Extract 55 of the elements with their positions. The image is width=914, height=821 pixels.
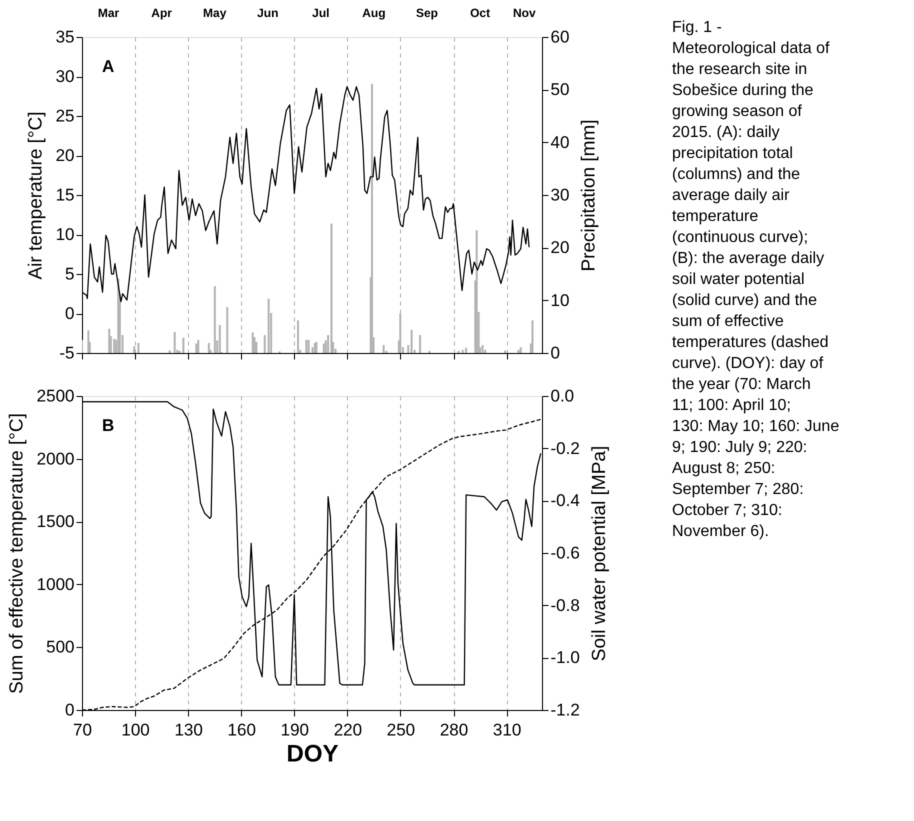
y-tick-label: 2500: [36, 386, 74, 406]
y2-tick-label: 50: [550, 80, 570, 100]
y2-tick-label: -0.4: [550, 491, 580, 510]
text: Aug: [362, 6, 386, 20]
y-tick-label: 5: [65, 264, 74, 284]
y-tick-label: 25: [56, 106, 74, 126]
text: Jul: [312, 6, 330, 20]
x-tick-label: 160: [228, 720, 256, 740]
y2-tick-label: 0: [550, 344, 560, 362]
y-tick-label: -5: [59, 344, 74, 362]
y2-tick-label: -1.0: [550, 648, 580, 668]
x-tick-label: 220: [334, 720, 362, 740]
x-tick-label: 280: [440, 720, 468, 740]
annotation: A: [102, 57, 114, 76]
y-tick-label: 10: [56, 225, 74, 244]
y-tick-label: 15: [56, 186, 74, 204]
x-tick-label: 70: [73, 720, 92, 740]
x-tick-label: 250: [386, 720, 416, 740]
x-axis-title: DOY: [286, 740, 339, 768]
y-tick-label: 1000: [36, 574, 74, 594]
text: May: [203, 6, 227, 20]
y2-tick-label: 20: [550, 238, 570, 258]
y2-tick-label: 30: [550, 186, 570, 204]
y2-axis-title: Precipitation [mm]: [578, 119, 600, 272]
annotation: B: [102, 416, 114, 435]
text: Jun: [257, 6, 278, 20]
text: Mar: [98, 6, 120, 20]
y-tick-label: 2000: [36, 449, 74, 468]
x-tick-label: 190: [280, 720, 309, 740]
text: Sep: [416, 6, 438, 20]
y2-tick-label: 60: [550, 28, 570, 46]
y2-tick-label: 0.0: [550, 386, 574, 406]
text: Apr: [151, 6, 172, 20]
text: Nov: [512, 6, 536, 20]
x-tick-label: 130: [174, 720, 203, 740]
y-tick-label: 1500: [36, 512, 74, 532]
y2-axis-title: Soil water potential [MPa]: [588, 446, 610, 662]
y-axis-title: Air temperature [°C]: [26, 111, 47, 280]
y2-tick-label: -0.8: [550, 596, 580, 615]
y2-tick-label: -0.2: [550, 438, 580, 458]
y-tick-label: 20: [56, 146, 74, 165]
text: Fig. 1 - Meteorological data of the research site in Sobešice during the growing season of 2015. (A): daily precipitation total (columns) and the average daily air temperature (continuous curve); (B): the average daily soil water potential (solid curve) and the sum of effective temperatures (dashed curve). (DOY): day of the year (70: March 11; 100: April 10; 130: May 10; 160: June 9; 190: July 9; 220: August 8; 250: September 7; 280: October 7; 310: November 6).: [672, 19, 840, 540]
y2-tick-label: 40: [550, 132, 570, 152]
y2-tick-label: -0.6: [550, 544, 580, 562]
x-tick-label: 100: [121, 720, 150, 740]
y-tick-label: 0: [65, 700, 74, 720]
text: Oct: [470, 6, 490, 20]
y-tick-label: 30: [56, 67, 74, 86]
y-tick-label: 35: [56, 28, 74, 46]
x-tick-label: 310: [492, 720, 522, 740]
y-axis-title: Sum of effective temperature [°C]: [6, 413, 28, 694]
y-tick-label: 0: [65, 304, 74, 323]
y2-tick-label: 10: [550, 290, 570, 310]
y-tick-label: 500: [46, 638, 74, 657]
y2-tick-label: -1.2: [550, 700, 580, 720]
